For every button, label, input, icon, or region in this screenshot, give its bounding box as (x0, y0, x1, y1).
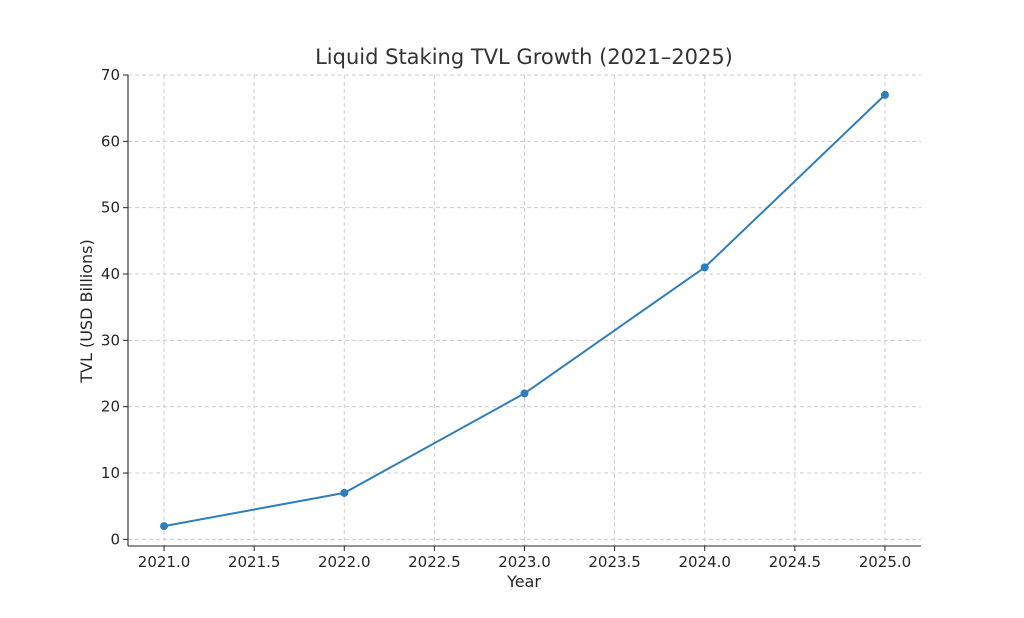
data-point (340, 488, 349, 497)
data-point (160, 522, 169, 531)
x-tick-label: 2025.0 (859, 553, 912, 571)
y-tick-label: 40 (101, 265, 120, 283)
y-tick-label: 30 (101, 331, 120, 349)
text-layer: Liquid Staking TVL Growth (2021–2025) Ye… (77, 45, 733, 591)
data-point (880, 90, 889, 99)
y-axis-label: TVL (USD Billions) (77, 239, 96, 384)
chart-title: Liquid Staking TVL Growth (2021–2025) (315, 45, 733, 69)
y-tick-label: 10 (101, 464, 120, 482)
x-tick-label: 2022.5 (408, 553, 461, 571)
y-tick-label: 60 (101, 132, 120, 150)
data-point (700, 263, 709, 272)
axes-layer: 2021.0 2021.5 2022.0 2022.5 2023.0 2023.5 2024… (101, 66, 921, 571)
x-tick-label: 2021.0 (138, 553, 191, 571)
y-tick-label: 0 (110, 530, 120, 548)
y-tick-label: 70 (101, 66, 120, 84)
data-point (520, 389, 529, 398)
y-tick-label: 50 (101, 199, 120, 217)
x-tick-label: 2022.0 (318, 553, 371, 571)
x-tick-label: 2023.5 (588, 553, 641, 571)
grid-layer (128, 74, 921, 546)
x-tick-label: 2021.5 (228, 553, 281, 571)
x-axis-label: Year (506, 572, 541, 591)
x-tick-label: 2024.0 (678, 553, 731, 571)
series-layer (160, 90, 889, 531)
y-tick-label: 20 (101, 398, 120, 416)
x-tick-label: 2024.5 (769, 553, 822, 571)
x-tick-label: 2023.0 (498, 553, 551, 571)
